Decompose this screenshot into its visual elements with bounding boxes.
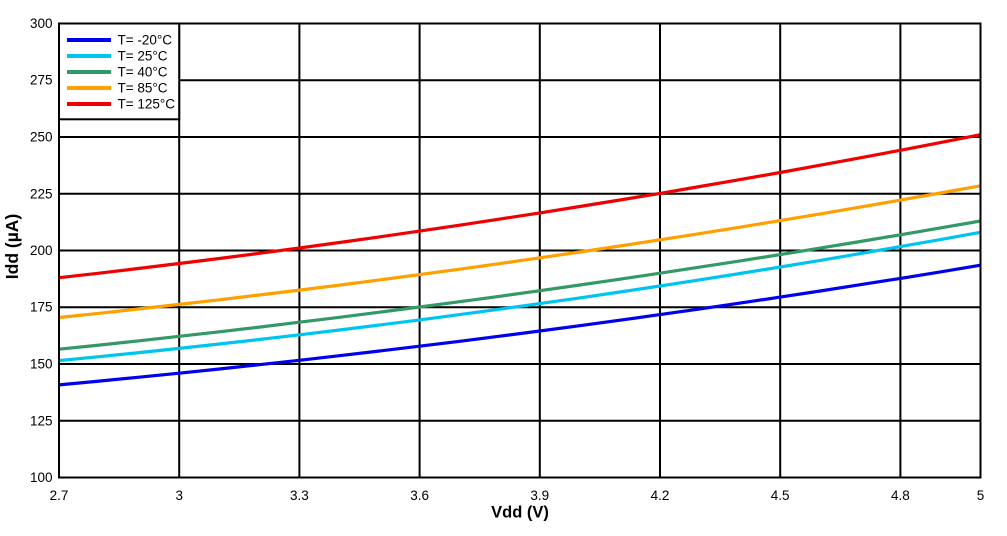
- svg-text:225: 225: [30, 186, 53, 201]
- svg-text:Vdd (V): Vdd (V): [491, 504, 549, 522]
- svg-text:250: 250: [30, 130, 53, 145]
- svg-text:300: 300: [30, 16, 53, 31]
- svg-text:T= 85°C: T= 85°C: [118, 81, 168, 96]
- svg-text:5: 5: [977, 488, 985, 503]
- svg-text:275: 275: [30, 73, 53, 88]
- svg-text:T= 40°C: T= 40°C: [118, 65, 168, 80]
- svg-text:2.7: 2.7: [50, 488, 69, 503]
- svg-text:3.9: 3.9: [530, 488, 549, 503]
- svg-text:T= -20°C: T= -20°C: [118, 33, 173, 48]
- svg-text:3: 3: [175, 488, 183, 503]
- svg-text:100: 100: [30, 470, 53, 485]
- svg-text:150: 150: [30, 357, 53, 372]
- svg-text:175: 175: [30, 300, 53, 315]
- svg-text:125: 125: [30, 413, 53, 428]
- svg-text:4.2: 4.2: [651, 488, 670, 503]
- svg-text:200: 200: [30, 243, 53, 258]
- svg-text:4.5: 4.5: [771, 488, 790, 503]
- svg-text:4.8: 4.8: [891, 488, 910, 503]
- svg-text:Idd (µA): Idd (µA): [2, 214, 22, 279]
- svg-text:3.6: 3.6: [410, 488, 429, 503]
- svg-text:T= 125°C: T= 125°C: [118, 97, 176, 112]
- svg-text:3.3: 3.3: [290, 488, 309, 503]
- svg-text:T= 25°C: T= 25°C: [118, 49, 168, 64]
